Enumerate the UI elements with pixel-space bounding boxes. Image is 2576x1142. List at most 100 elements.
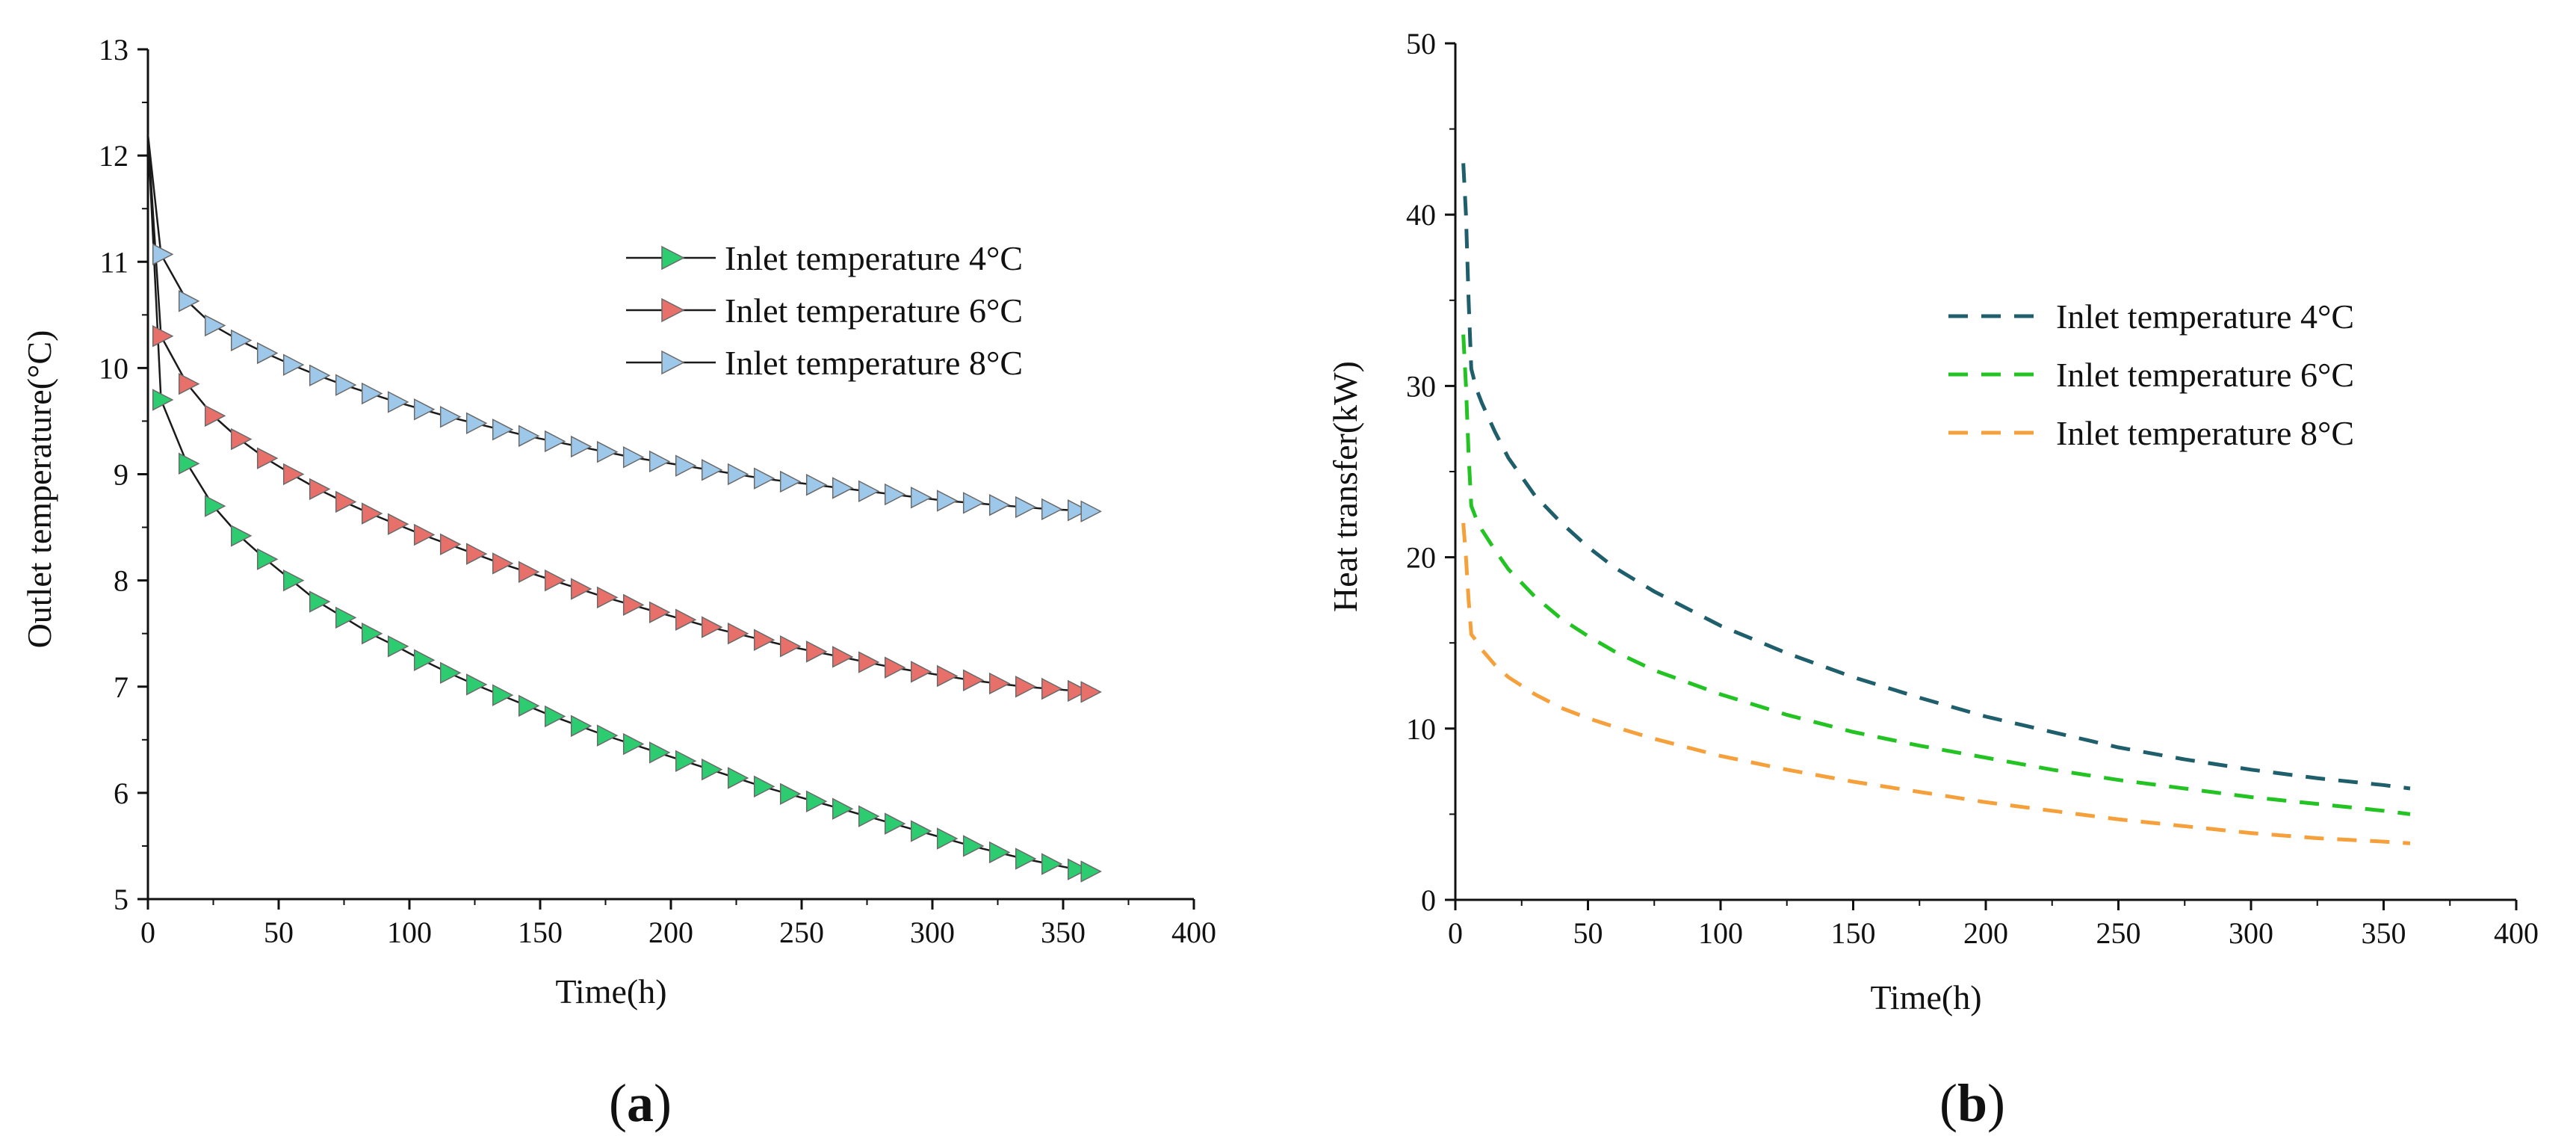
series-2-point [465, 412, 488, 435]
series-2-point [648, 450, 671, 473]
y-tick-label: 9 [114, 458, 129, 492]
series-0-point [230, 525, 253, 547]
series-2-point [361, 382, 383, 405]
legend-label-2: Inlet temperature 8°C [2056, 414, 2354, 452]
y-tick-label: 5 [114, 883, 129, 916]
series-0-point [622, 732, 645, 756]
series-1-point [858, 651, 880, 673]
series-2-point [962, 492, 985, 514]
series-2-point [152, 243, 174, 266]
x-tick-label: 250 [779, 916, 824, 949]
series-line-1 [1461, 334, 2411, 816]
series-0-point [701, 758, 723, 781]
x-tick-label: 350 [1041, 916, 1086, 949]
series-1-point [361, 502, 383, 525]
series-0-point [858, 805, 880, 827]
x-tick-label: 150 [1831, 916, 1876, 950]
series-0-point [936, 827, 959, 850]
x-tick-label: 300 [2229, 916, 2273, 950]
series-1-point [152, 325, 174, 348]
x-tick-label: 200 [648, 916, 693, 949]
legend-marker-2 [661, 350, 685, 375]
series-1-point [1015, 676, 1037, 698]
x-tick-label: 150 [518, 916, 563, 949]
panel-label-open: ( [1939, 1073, 1957, 1133]
series-2-point [675, 454, 697, 477]
series-1-point [387, 513, 409, 536]
x-tick-label: 100 [1698, 916, 1743, 950]
series-2-point [439, 406, 462, 428]
series-1-point [596, 586, 619, 609]
series-2-point [858, 480, 880, 502]
panel-label-close: ) [1987, 1073, 2005, 1133]
series-0-point [675, 750, 697, 772]
series-1-point [413, 523, 436, 546]
series-1-point [492, 552, 514, 575]
series-0-point [204, 495, 226, 517]
series-0-point [1015, 848, 1037, 870]
series-group [148, 134, 1102, 883]
series-1-point [439, 533, 462, 556]
legend: Inlet temperature 4°C Inlet temperature 6… [1948, 297, 2354, 452]
series-0-point [439, 661, 462, 685]
series-0-point [152, 389, 174, 411]
series-1-point [178, 372, 200, 395]
legend-label-2: Inlet temperature 8°C [725, 344, 1023, 382]
panel-label-close: ) [654, 1073, 672, 1133]
y-tick-label: 30 [1406, 369, 1436, 403]
legend-label-0: Inlet temperature 4°C [725, 239, 1023, 277]
series-0-point [596, 724, 619, 747]
series-2-point [1041, 498, 1063, 521]
legend-marker-1 [661, 297, 685, 323]
series-0-point [465, 673, 488, 696]
series-0-point [727, 767, 749, 789]
series-2-point [518, 425, 540, 448]
y-tick-label: 12 [99, 139, 129, 173]
series-0-point [1080, 860, 1102, 883]
legend-label-1: Inlet temperature 6°C [2056, 356, 2354, 394]
series-0-point [256, 548, 279, 570]
series-1-point [648, 601, 671, 623]
series-1-point [230, 428, 253, 451]
series-1-point [309, 478, 331, 501]
series-0-point [884, 812, 906, 835]
y-tick-label: 6 [114, 777, 129, 810]
series-1-point [962, 669, 985, 691]
series-1-point [1067, 679, 1089, 703]
series-group [1461, 163, 2411, 845]
legend-marker-0 [661, 245, 685, 271]
x-tick-label: 350 [2362, 916, 2406, 950]
y-axis-title: Outlet temperature(°C) [20, 330, 58, 649]
x-tick-label: 300 [910, 916, 955, 949]
y-tick-label: 11 [99, 245, 129, 279]
series-0-point [335, 606, 357, 629]
series-1-point [282, 463, 305, 486]
series-2-point [230, 329, 253, 352]
series-1-point [465, 543, 488, 565]
series-2-point [178, 290, 200, 312]
series-0-point [1067, 858, 1089, 880]
series-1-point [701, 616, 723, 638]
x-axis-title: Time(h) [555, 972, 666, 1010]
series-2-point [1080, 500, 1102, 522]
series-2-point [936, 490, 959, 512]
y-tick-label: 10 [1406, 712, 1436, 746]
series-2-point [387, 391, 409, 413]
series-0-point [779, 783, 802, 806]
series-0-point [544, 705, 566, 728]
series-1-point [570, 578, 592, 600]
series-0-point [309, 590, 331, 613]
series-0-point [753, 775, 775, 798]
x-tick-label: 400 [2494, 916, 2539, 950]
x-tick-label: 50 [264, 916, 294, 949]
series-1-point [518, 561, 540, 583]
series-2-point [779, 470, 802, 493]
y-tick-label: 10 [99, 351, 129, 385]
series-0-point [832, 797, 854, 820]
x-tick-label: 0 [140, 916, 155, 949]
y-tick-label: 7 [114, 670, 129, 704]
series-2-point [1067, 499, 1089, 522]
series-1-point [910, 661, 932, 683]
series-2-point [596, 440, 619, 463]
panel-label: (b) [1939, 1073, 2005, 1133]
